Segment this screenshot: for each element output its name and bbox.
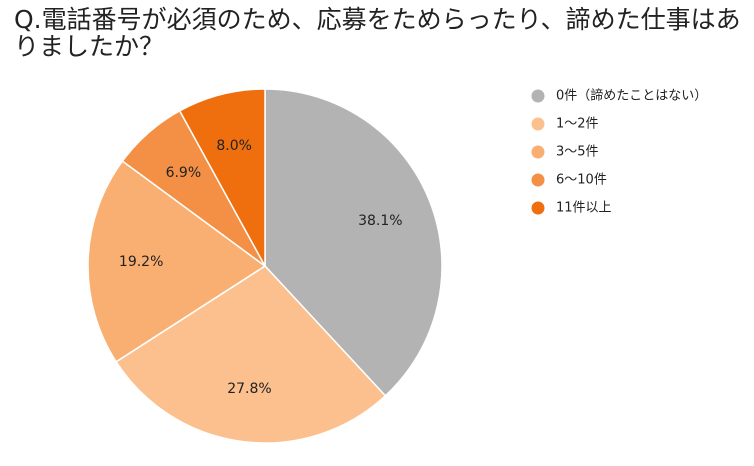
pie-slice: [178, 88, 266, 267]
legend-label: 6〜10件: [556, 173, 607, 188]
legend-label: 1〜2件: [556, 117, 599, 132]
legend-label: 0件（諦めたことはない）: [556, 88, 707, 104]
pie-slice: [115, 265, 387, 444]
legend-marker: [531, 89, 545, 103]
data-label: 8.0%: [216, 138, 252, 154]
data-label: 6.9%: [166, 165, 202, 181]
legend-marker: [531, 173, 545, 187]
data-label: 38.1%: [358, 213, 402, 229]
legend-label: 3〜5件: [556, 145, 599, 160]
pie-slice: [87, 160, 267, 363]
legend-marker: [531, 201, 545, 215]
legend-marker: [531, 117, 545, 131]
legend-label: 11件以上: [556, 201, 612, 216]
data-label: 27.8%: [227, 381, 271, 397]
legend-marker: [531, 145, 545, 159]
chart-title: Q.電話番号が必須のため、応募をためらったり、諦めた仕事はありましたか？: [14, 5, 741, 61]
pie-slice: [264, 88, 443, 397]
data-label: 19.2%: [119, 254, 163, 270]
